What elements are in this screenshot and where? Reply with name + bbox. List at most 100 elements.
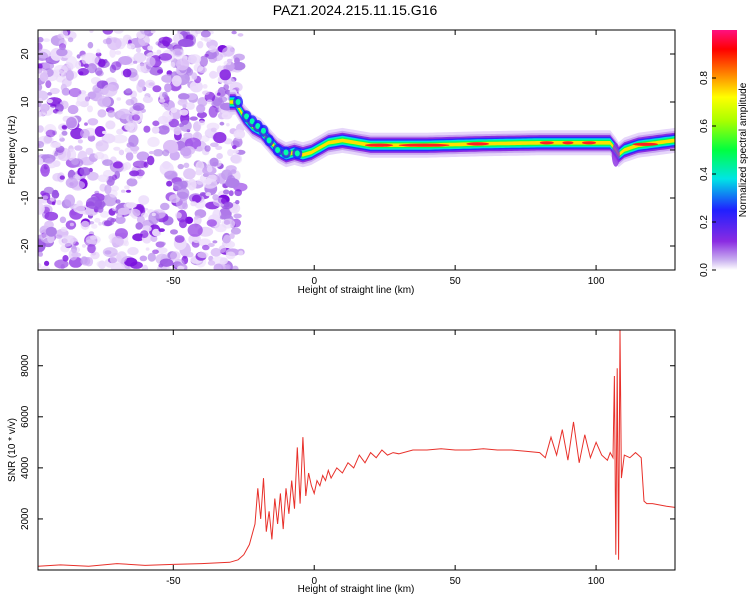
- noise-blob: [152, 85, 162, 93]
- noise-blob: [206, 219, 217, 227]
- noise-blob: [77, 139, 83, 144]
- noise-blob: [38, 202, 45, 215]
- noise-blob: [104, 184, 112, 195]
- ridge-hotspot: [539, 141, 554, 145]
- noise-blob: [158, 53, 173, 61]
- noise-blob: [222, 46, 235, 57]
- x-tick-label: 100: [588, 276, 605, 287]
- noise-blob: [49, 87, 60, 95]
- noise-blob: [123, 162, 132, 170]
- snr-series-line: [38, 330, 675, 567]
- noise-blob: [159, 98, 166, 103]
- noise-blob: [141, 264, 149, 270]
- noise-blob: [150, 30, 156, 34]
- noise-blob: [87, 118, 99, 126]
- noise-blob: [103, 195, 108, 201]
- noise-blob: [58, 235, 74, 247]
- noise-blob: [217, 173, 226, 185]
- noise-blob: [78, 71, 84, 76]
- noise-blob: [132, 102, 145, 111]
- spectrogram-x-label: Height of straight line (km): [298, 285, 415, 296]
- noise-blob: [126, 178, 138, 187]
- noise-blob: [208, 105, 218, 118]
- noise-blob: [190, 201, 198, 207]
- noise-blob: [178, 38, 194, 48]
- noise-blob: [64, 194, 75, 207]
- noise-blob: [173, 181, 184, 191]
- x-tick-label: -50: [166, 276, 181, 287]
- noise-blob: [176, 187, 190, 199]
- noise-blob: [157, 125, 170, 135]
- ridge-hotspot: [466, 142, 490, 146]
- noise-blob: [191, 72, 198, 80]
- noise-blob: [205, 192, 211, 197]
- noise-blob: [117, 108, 131, 120]
- noise-blob: [150, 235, 158, 242]
- noise-blob: [156, 247, 168, 254]
- noise-blob: [210, 142, 219, 148]
- noise-blob: [45, 129, 56, 138]
- snr-panel: -50 0 50 100 2000 4000 6000 8000 Height of str…: [7, 329, 676, 595]
- noise-blob: [193, 215, 202, 226]
- noise-blob: [170, 107, 178, 113]
- noise-blob: [98, 58, 106, 68]
- noise-blob: [205, 37, 212, 42]
- noise-blob: [136, 81, 144, 93]
- noise-blob: [61, 130, 68, 136]
- noise-blob: [40, 265, 50, 270]
- noise-blob: [188, 54, 202, 64]
- noise-blob: [106, 217, 115, 226]
- ridge-blob-core: [249, 118, 255, 125]
- snr-x-label: Height of straight line (km): [298, 584, 415, 595]
- noise-blob: [197, 251, 209, 259]
- ridge-blob-core: [255, 123, 261, 129]
- noise-blob: [118, 56, 133, 65]
- noise-blob: [65, 177, 79, 188]
- noise-blob: [140, 30, 151, 35]
- noise-blob: [223, 64, 232, 71]
- noise-blob: [147, 252, 156, 262]
- noise-blob: [221, 218, 236, 229]
- noise-blob: [169, 194, 180, 204]
- noise-blob: [107, 110, 116, 118]
- noise-blob: [80, 220, 90, 230]
- noise-blob: [102, 84, 118, 97]
- noise-blob: [38, 111, 42, 118]
- noise-blob: [87, 171, 99, 181]
- ridge-hotspot: [398, 143, 450, 147]
- noise-blob: [100, 210, 109, 218]
- noise-blob: [148, 82, 155, 86]
- noise-blob: [180, 147, 192, 157]
- noise-blob: [186, 68, 194, 76]
- colorbar-ticks: 0.0 0.2 0.4 0.6 0.8: [699, 71, 716, 277]
- noise-blob: [229, 233, 235, 239]
- ridge-blob-core: [244, 113, 250, 120]
- noise-blob: [133, 52, 146, 63]
- noise-blob: [232, 149, 239, 154]
- noise-blob: [81, 54, 86, 59]
- y-tick-label: 2000: [20, 507, 31, 530]
- noise-blob: [157, 40, 170, 49]
- noise-blob: [128, 134, 139, 147]
- noise-blob: [66, 56, 78, 69]
- noise-blob: [76, 93, 90, 107]
- noise-blob: [133, 60, 138, 64]
- noise-blob: [162, 149, 170, 157]
- y-tick-label: 0: [20, 147, 31, 153]
- ridge-blob-core: [275, 147, 281, 153]
- colorbar-tick-label: 0.4: [699, 167, 710, 181]
- noise-blob: [225, 251, 236, 260]
- noise-blob: [97, 174, 109, 183]
- noise-blob: [85, 235, 101, 245]
- noise-blob: [191, 85, 199, 91]
- noise-blob: [231, 265, 239, 270]
- noise-blob: [238, 250, 244, 256]
- noise-blob: [111, 134, 128, 144]
- noise-blob: [148, 151, 155, 155]
- noise-blob: [152, 249, 159, 255]
- noise-blob: [237, 33, 244, 37]
- noise-blob: [196, 179, 204, 185]
- noise-blob: [124, 185, 130, 190]
- noise-blob: [161, 103, 169, 108]
